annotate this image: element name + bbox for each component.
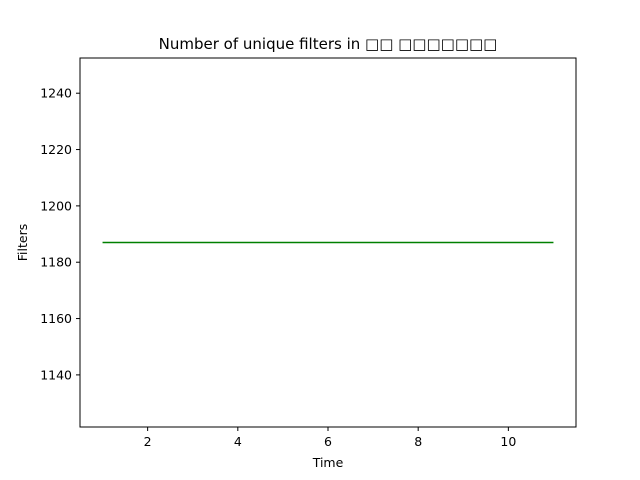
y-tick-label: 1240 xyxy=(40,86,72,101)
y-tick-label: 1160 xyxy=(40,311,72,326)
y-axis: 1140 1160 1180 1200 1220 1240 xyxy=(40,86,80,382)
y-tick-label: 1140 xyxy=(40,367,72,382)
chart-title: Number of unique filters in □□ □□□□□□□ xyxy=(159,35,498,53)
x-tick-label: 10 xyxy=(500,434,516,449)
y-tick-label: 1180 xyxy=(40,255,72,270)
x-tick-label: 2 xyxy=(144,434,152,449)
x-axis: 2 4 6 8 10 xyxy=(144,427,516,449)
y-tick-label: 1220 xyxy=(40,142,72,157)
x-axis-label: Time xyxy=(312,455,344,470)
y-axis-label: Filters xyxy=(15,224,30,261)
x-tick-label: 4 xyxy=(234,434,242,449)
y-tick-label: 1200 xyxy=(40,198,72,213)
plot-frame xyxy=(79,57,577,428)
x-tick-label: 8 xyxy=(414,434,422,449)
x-tick-label: 6 xyxy=(324,434,332,449)
